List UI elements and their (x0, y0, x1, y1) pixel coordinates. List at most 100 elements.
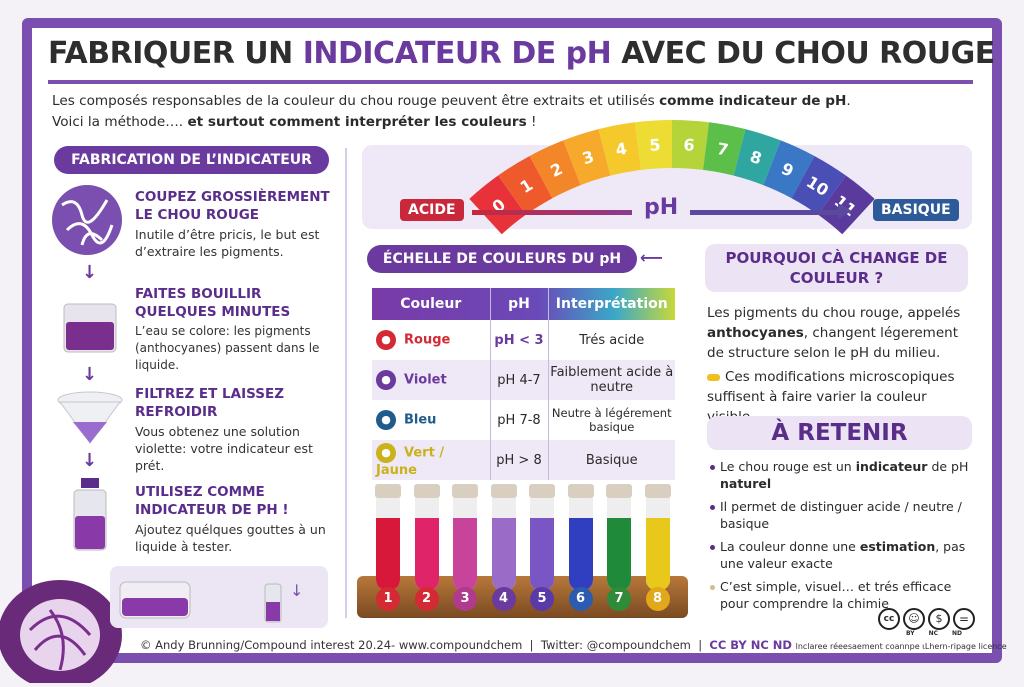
step-2: FAITES BOUILLIR QUELQUES MINUTES L’eau s… (135, 285, 340, 374)
acid-label: ACIDE (400, 199, 464, 221)
tube-liquid (414, 518, 439, 590)
badge-label: ND (952, 630, 963, 637)
test-tube-6 (566, 484, 596, 594)
tube-number: 5 (530, 587, 554, 611)
step-title: FAITES BOUILLIR QUELQUES MINUTES (135, 286, 291, 320)
color-drop-icon: ● (376, 370, 396, 390)
svg-text:↓: ↓ (290, 581, 303, 600)
step-title: COUPEZ GROSSIÈREMENT LE CHOU ROUGE (135, 189, 330, 223)
retenir-header: À RETENIR (707, 416, 972, 450)
step-1: COUPEZ GROSSIÈREMENT LE CHOU ROUGE Inuti… (135, 188, 335, 260)
column-header: pH (489, 288, 548, 320)
tube-cap (606, 484, 632, 498)
column-header: Interprétation (547, 288, 675, 320)
ph-arrow-right (690, 210, 840, 215)
tube-glass (491, 498, 516, 590)
ph-cell: pH 4-7 (490, 360, 549, 400)
tube-liquid (453, 518, 477, 590)
tube-glass (414, 498, 439, 590)
materials-illustration: ↓ (110, 566, 328, 628)
tube-cap (375, 484, 401, 498)
license-text: CC BY NC ND (709, 638, 792, 652)
nc-icon: $ (928, 608, 950, 630)
why-header: POURQUOI CÀ CHANGE DE COULEUR ? (705, 244, 968, 292)
ph-cell: pH 7-8 (490, 400, 549, 440)
tube-glass (376, 498, 400, 590)
wooden-rack (357, 576, 688, 618)
step-text: L’eau se colore: les pigments (anthocyan… (135, 324, 320, 372)
tube-number: 4 (491, 587, 516, 611)
ph-tick-label: 4 (614, 139, 628, 160)
funnel-icon (55, 388, 125, 450)
tube-cap (490, 484, 517, 498)
bottle-icon (72, 478, 108, 552)
table-row: ● Violet pH 4-7 Faiblement acide à neutre (372, 360, 675, 400)
credit-text: © Andy Brunning/Compound interest 20.24-… (140, 638, 523, 652)
ph-arrow-left (472, 210, 632, 215)
tube-number: 2 (414, 587, 439, 611)
tube-cap (567, 484, 594, 498)
tube-cap (529, 484, 555, 498)
color-drop-icon: ● (376, 442, 396, 463)
tube-liquid (645, 518, 670, 590)
ph-segment-3 (563, 129, 611, 186)
ph-cell: pH > 8 (490, 440, 549, 480)
test-tube-3 (450, 484, 480, 594)
test-tube-1 (373, 484, 403, 594)
nd-icon: = (953, 608, 975, 630)
tube-glass (607, 498, 631, 590)
color-cell: ● Violet (372, 360, 491, 400)
step-4: UTILISEZ COMME INDICATEUR DE PH ! Ajoute… (135, 483, 335, 555)
test-tube-rack: 1 2 3 4 5 6 7 8 (355, 480, 690, 620)
ph-tick-label: 6 (683, 135, 695, 155)
color-cell: ● Bleu (372, 400, 491, 440)
license-note: lnclaree réeesaement coannpe ιLhern-ripa… (795, 642, 1007, 651)
tube-number: 8 (645, 587, 670, 611)
tube-number: 7 (607, 587, 631, 611)
tube-cap (452, 484, 478, 498)
why-text: Les pigments du chou rouge, appelés anth… (707, 305, 961, 425)
list-item: La couleur donne une estimation, pas une… (708, 538, 983, 572)
arrow-down-icon: ↓ (82, 364, 98, 385)
arrow-head-icon (838, 203, 852, 219)
cabbage-slices-icon (52, 185, 122, 255)
tube-liquid (530, 518, 554, 590)
step-3: FILTREZ ET LAISSEZ REFROIDIR Vous obtene… (135, 385, 335, 474)
arrow-left-icon: ⟵ (640, 248, 663, 267)
ph-tick-label: 7 (716, 139, 730, 160)
tube-liquid (568, 518, 593, 590)
column-header: Couleur (400, 296, 462, 312)
tube-cap (413, 484, 440, 498)
tube-cap (644, 484, 671, 498)
test-tube-4 (489, 484, 519, 594)
cc-icon: cc (878, 608, 900, 630)
tube-liquid (376, 518, 400, 590)
ph-label: pH (644, 195, 679, 220)
badge-label: BY (906, 630, 915, 637)
title-divider (48, 80, 973, 84)
ph-segment-0 (469, 175, 526, 235)
tube-glass (530, 498, 554, 590)
arrow-down-icon: ↓ (82, 450, 98, 471)
page-title: FABRIQUER UN INDICATEUR DE pH AVEC DU CH… (48, 36, 995, 71)
beaker-icon (58, 298, 122, 356)
interpretation-cell: Trés acide (579, 332, 645, 348)
table-row: ● Bleu pH 7-8 Neutre à légérement basique (372, 400, 675, 440)
color-cell: ● Vert / Jaune (372, 440, 491, 480)
twitter-link[interactable]: Twitter: @compoundchem (540, 638, 691, 652)
tube-glass (645, 498, 670, 590)
ph-segment-8 (733, 129, 781, 186)
ph-segment-4 (598, 122, 641, 176)
ph-segment-5 (635, 120, 672, 170)
retenir-list: Le chou rouge est un indicateur de pH na… (708, 458, 983, 618)
tube-liquid (491, 518, 516, 590)
interpretation-cell: Neutre à légérement basique (551, 406, 672, 434)
ph-segment-1 (498, 155, 553, 215)
ph-tick-label: 5 (649, 135, 661, 155)
column-divider (345, 148, 347, 618)
step-text: Inutile d’être pricis, le but est d’extr… (135, 227, 320, 259)
intro-text: Les composés responsables de la couleur … (52, 93, 851, 130)
arrow-down-icon: ↓ (82, 262, 98, 283)
test-tube-2 (412, 484, 442, 594)
